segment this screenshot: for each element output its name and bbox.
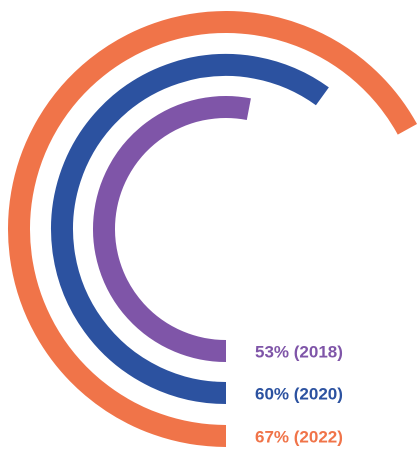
value-label: 67% (2022) xyxy=(255,427,343,446)
radial-bar xyxy=(8,11,417,447)
value-label: 53% (2018) xyxy=(255,342,343,361)
radial-bar xyxy=(93,96,251,362)
radial-bar xyxy=(51,54,329,404)
value-label: 60% (2020) xyxy=(255,384,343,403)
